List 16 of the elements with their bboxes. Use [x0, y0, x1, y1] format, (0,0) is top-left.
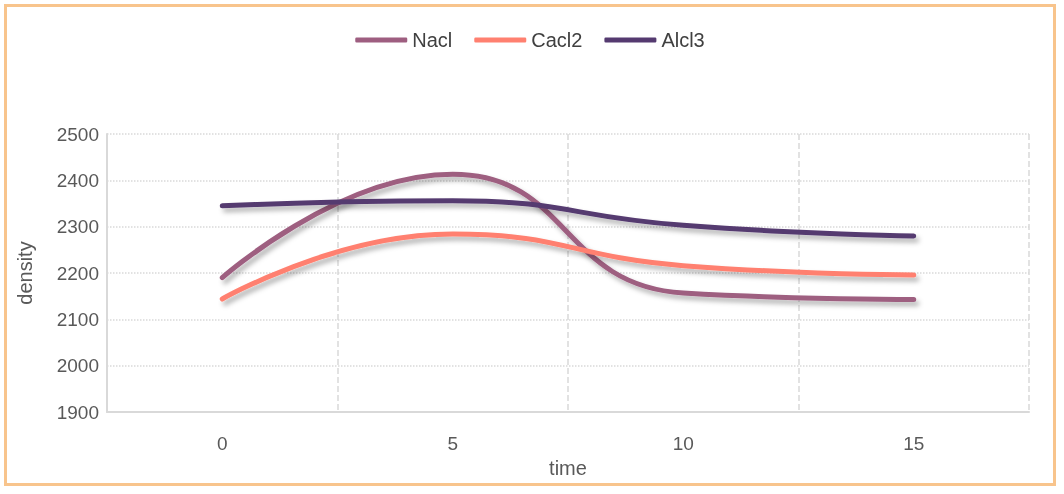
y-axis-title: density	[14, 241, 36, 305]
y-tick-label: 2200	[56, 262, 99, 284]
y-tick-label: 2300	[56, 216, 99, 238]
y-tick-label: 2000	[56, 355, 99, 377]
x-tick-label: 10	[672, 433, 694, 455]
y-tick-label: 2100	[56, 308, 99, 330]
y-tick-label: 2400	[56, 169, 99, 191]
x-tick-label: 15	[903, 433, 925, 455]
legend-label: Alcl3	[661, 29, 705, 51]
legend-label: Cacl2	[531, 29, 583, 51]
x-tick-label: 0	[216, 433, 228, 455]
y-tick-label: 2500	[56, 123, 99, 145]
y-tick-label: 1900	[56, 401, 99, 423]
x-axis-title: time	[549, 457, 587, 479]
x-tick-label: 5	[447, 433, 459, 455]
legend-label: Nacl	[412, 29, 453, 51]
